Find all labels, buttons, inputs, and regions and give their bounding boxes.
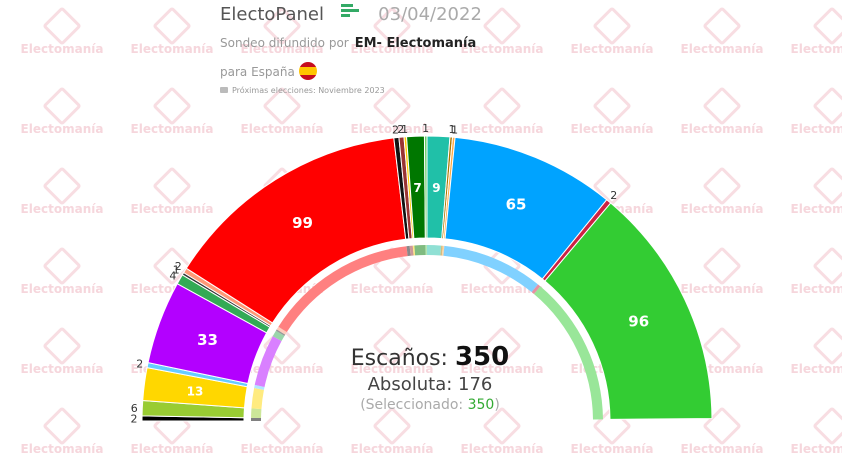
chart-header: ElectoPanel 03/04/2022	[220, 4, 482, 25]
seat-summary: Escaños: 350 Absoluta: 176 (Seleccionado…	[330, 342, 530, 413]
party-band	[412, 245, 416, 256]
party-band	[440, 245, 443, 256]
source-line: Sondeo difundido por EM- Electomanía	[220, 36, 476, 51]
party-band	[254, 336, 282, 387]
majority-label: Absoluta:	[367, 374, 453, 395]
next-elections-line: Próximas elecciones: Noviembre 2023	[220, 86, 385, 95]
seat-label: 2	[175, 260, 182, 273]
poll-date: 03/04/2022	[378, 4, 482, 25]
source-prefix: Sondeo difundido por	[220, 36, 349, 50]
party-band	[251, 388, 264, 410]
seat-label: 9	[432, 181, 440, 195]
selected-prefix: (Seleccionado:	[360, 397, 464, 413]
party-band	[276, 326, 287, 335]
seat-label: 2	[392, 124, 399, 137]
seat-label: 2	[136, 358, 143, 371]
party-band	[533, 286, 603, 420]
seat-label: 96	[628, 312, 649, 330]
calendar-icon	[220, 87, 228, 93]
majority-line: Absoluta: 176	[330, 374, 530, 395]
seat-label: 13	[187, 385, 204, 399]
seats-line: Escaños: 350	[330, 342, 530, 372]
party-band	[409, 245, 414, 256]
selected-line: (Seleccionado: 350)	[330, 397, 530, 413]
seat-label: 99	[292, 214, 313, 232]
seats-label: Escaños:	[350, 346, 448, 371]
party-band	[251, 417, 262, 421]
selected-value: 350	[467, 397, 495, 413]
seat-label: 6	[131, 402, 138, 415]
brand-name: ElectoPanel	[220, 4, 324, 25]
party-band	[251, 408, 262, 419]
majority-value: 176	[458, 374, 493, 395]
party-band	[441, 245, 445, 256]
seat-label: 1	[448, 123, 455, 136]
next-elections-text: Próximas elecciones: Noviembre 2023	[232, 86, 385, 95]
seat-label: 4	[169, 269, 176, 282]
selected-suffix: )	[494, 397, 500, 413]
party-segment[interactable]	[544, 202, 713, 420]
seat-label: 2	[131, 412, 138, 425]
seat-label: 1	[401, 123, 408, 136]
seat-label: 7	[413, 181, 421, 195]
party-band	[278, 246, 408, 333]
party-band	[275, 329, 286, 336]
party-band	[406, 245, 411, 257]
seat-label: 65	[506, 196, 527, 214]
seat-label: 2	[397, 123, 404, 136]
seat-label: 2	[610, 189, 617, 202]
party-band	[531, 284, 541, 295]
party-band	[254, 384, 265, 390]
region-line: para España	[220, 62, 317, 80]
source-name: EM- Electomanía	[354, 36, 477, 51]
party-band	[414, 245, 426, 256]
seat-label: 33	[197, 331, 218, 349]
party-band	[427, 245, 442, 256]
party-band	[443, 245, 538, 293]
party-band	[425, 245, 427, 256]
seat-label: 1	[422, 122, 429, 135]
seat-label: 1	[173, 264, 180, 277]
region-text: para España	[220, 65, 295, 79]
brand-logo-icon	[341, 4, 360, 22]
seats-total: 350	[454, 342, 510, 372]
spain-flag-icon	[298, 62, 317, 80]
party-band	[272, 330, 285, 342]
seat-label: 1	[451, 123, 458, 136]
